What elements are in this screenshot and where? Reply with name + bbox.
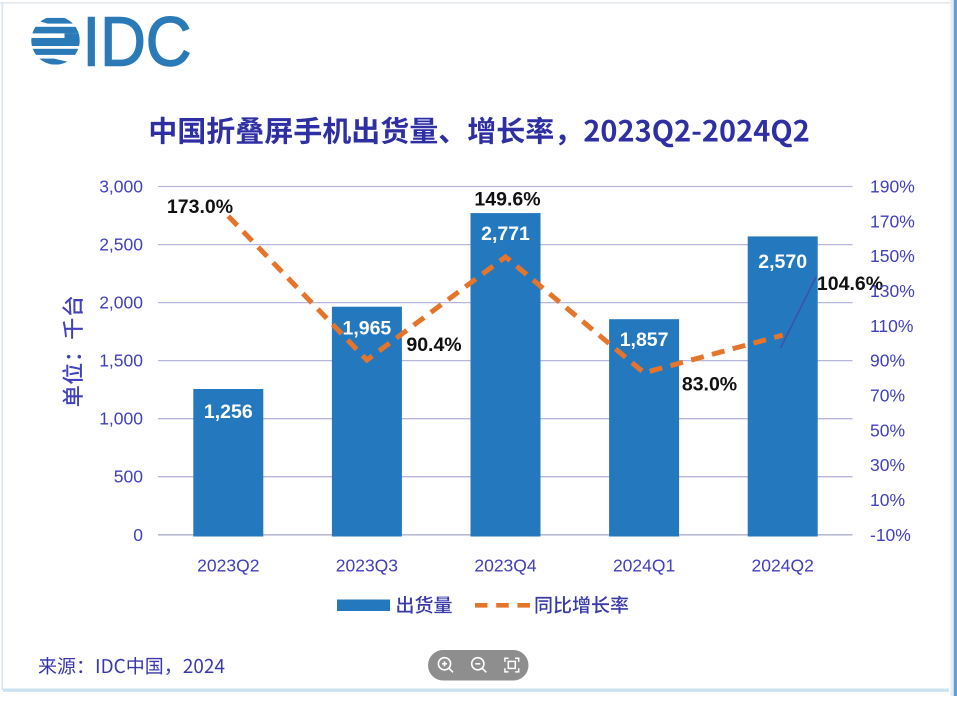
svg-text:10%: 10%: [870, 490, 905, 510]
svg-text:2,000: 2,000: [99, 293, 143, 313]
svg-text:190%: 190%: [870, 177, 915, 197]
svg-text:1,857: 1,857: [620, 329, 669, 351]
svg-text:2023Q4: 2023Q4: [474, 556, 537, 576]
svg-text:170%: 170%: [870, 211, 915, 231]
svg-text:3,000: 3,000: [99, 177, 143, 197]
svg-text:50%: 50%: [870, 420, 905, 440]
svg-text:1,500: 1,500: [99, 351, 143, 371]
svg-text:104.6%: 104.6%: [817, 273, 883, 295]
svg-text:30%: 30%: [870, 455, 905, 475]
svg-text:2,570: 2,570: [758, 251, 807, 273]
svg-text:2,771: 2,771: [481, 223, 530, 245]
svg-text:2024Q1: 2024Q1: [613, 556, 675, 576]
svg-text:70%: 70%: [870, 386, 905, 406]
svg-text:90%: 90%: [870, 351, 905, 371]
svg-text:2024Q2: 2024Q2: [752, 556, 814, 576]
svg-text:110%: 110%: [870, 316, 913, 336]
svg-text:150%: 150%: [870, 246, 915, 266]
svg-text:149.6%: 149.6%: [474, 189, 540, 211]
svg-text:1,965: 1,965: [342, 318, 391, 340]
svg-text:83.0%: 83.0%: [682, 374, 737, 396]
svg-text:500: 500: [114, 467, 143, 487]
svg-text:90.4%: 90.4%: [406, 334, 461, 356]
svg-text:IDC: IDC: [83, 3, 192, 81]
svg-text:-10%: -10%: [870, 525, 911, 545]
svg-text:2,500: 2,500: [99, 235, 143, 255]
svg-text:1,000: 1,000: [99, 409, 143, 429]
svg-text:0: 0: [133, 525, 143, 545]
svg-text:130%: 130%: [870, 281, 915, 301]
svg-text:1,256: 1,256: [204, 401, 253, 423]
svg-text:173.0%: 173.0%: [167, 196, 233, 218]
svg-text:2023Q2: 2023Q2: [197, 556, 259, 576]
svg-text:2023Q3: 2023Q3: [336, 556, 398, 576]
